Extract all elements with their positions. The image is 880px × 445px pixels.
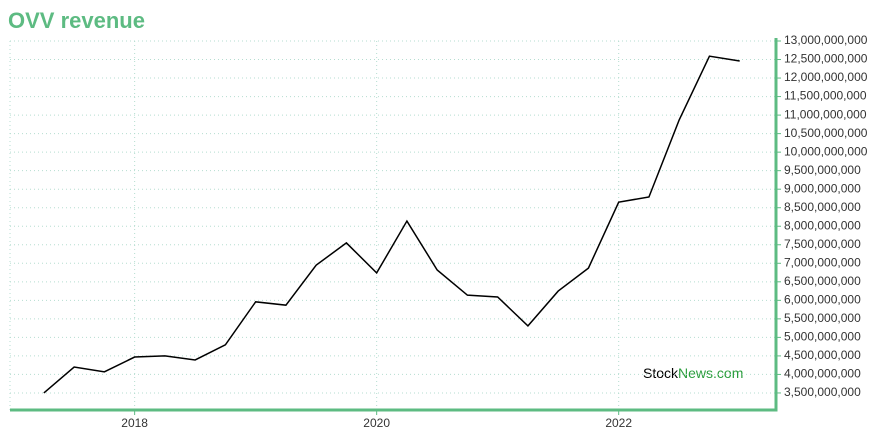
watermark-part: Stock [643,365,679,381]
line [43,55,740,394]
y-tick-label: 12,000,000,000 [784,70,868,84]
y-tick-label: 4,000,000,000 [784,367,861,381]
x-tick-label: 2020 [363,416,390,430]
y-tick-label: 12,500,000,000 [784,52,868,66]
y-tick-label: 13,000,000,000 [784,33,868,47]
watermark: StockNews.com [643,365,743,381]
y-tick-label: 4,500,000,000 [784,348,861,362]
y-tick-label: 5,000,000,000 [784,330,861,344]
x-tick-label: 2018 [121,416,148,430]
y-tick-label: 6,500,000,000 [784,274,861,288]
watermark-part: News.com [678,365,743,381]
y-tick-label: 3,500,000,000 [784,385,861,399]
chart-title: OVV revenue [8,8,145,33]
y-tick-label: 7,000,000,000 [784,255,861,269]
y-tick-label: 11,500,000,000 [784,89,867,103]
y-tick-label: 11,000,000,000 [784,107,867,121]
y-tick-label: 8,000,000,000 [784,218,861,232]
y-tick-label: 8,500,000,000 [784,200,861,214]
x-tick-label: 2022 [605,416,632,430]
y-tick-label: 10,000,000,000 [784,144,868,158]
y-tick-label: 6,000,000,000 [784,293,861,307]
y-tick-label: 7,500,000,000 [784,237,861,251]
y-tick-label: 10,500,000,000 [784,126,868,140]
y-tick-label: 9,000,000,000 [784,181,861,195]
y-tick-label: 9,500,000,000 [784,163,861,177]
y-tick-label: 5,500,000,000 [784,311,861,325]
